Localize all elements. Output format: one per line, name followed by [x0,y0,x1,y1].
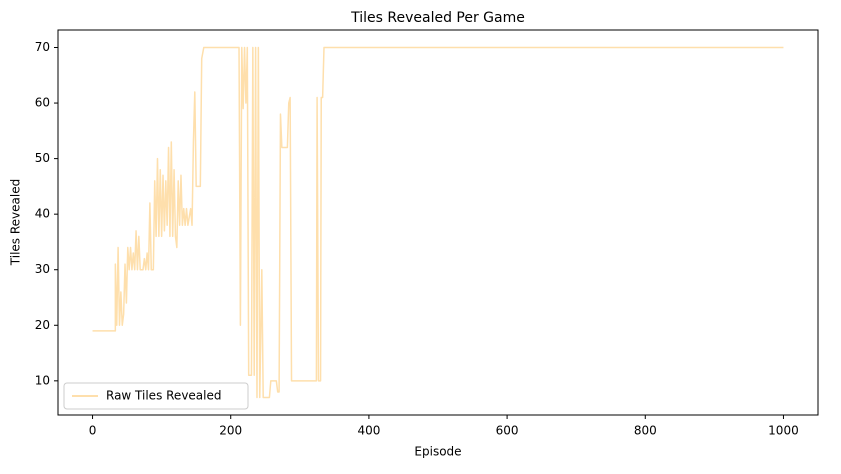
chart-title: Tiles Revealed Per Game [350,10,525,26]
x-tick-label: 800 [634,424,657,438]
x-tick-label: 0 [89,424,97,438]
y-tick-label: 50 [35,151,50,165]
y-tick-label: 20 [35,318,50,332]
plot-frame [57,29,819,416]
x-tick-label: 1000 [768,424,799,438]
legend-label: Raw Tiles Revealed [106,389,222,403]
x-tick-label: 200 [219,424,242,438]
data-line [92,46,784,399]
y-tick-label: 70 [35,40,50,54]
x-tick-label: 600 [496,424,519,438]
legend-box [63,382,249,410]
y-tick-label: 60 [35,96,50,110]
y-tick-label: 40 [35,207,50,221]
x-axis-label: Episode [414,445,461,459]
y-tick-label: 10 [35,373,50,387]
y-axis-label: Tiles Revealed [9,179,23,266]
y-tick-label: 30 [35,262,50,276]
x-tick-label: 400 [357,424,380,438]
